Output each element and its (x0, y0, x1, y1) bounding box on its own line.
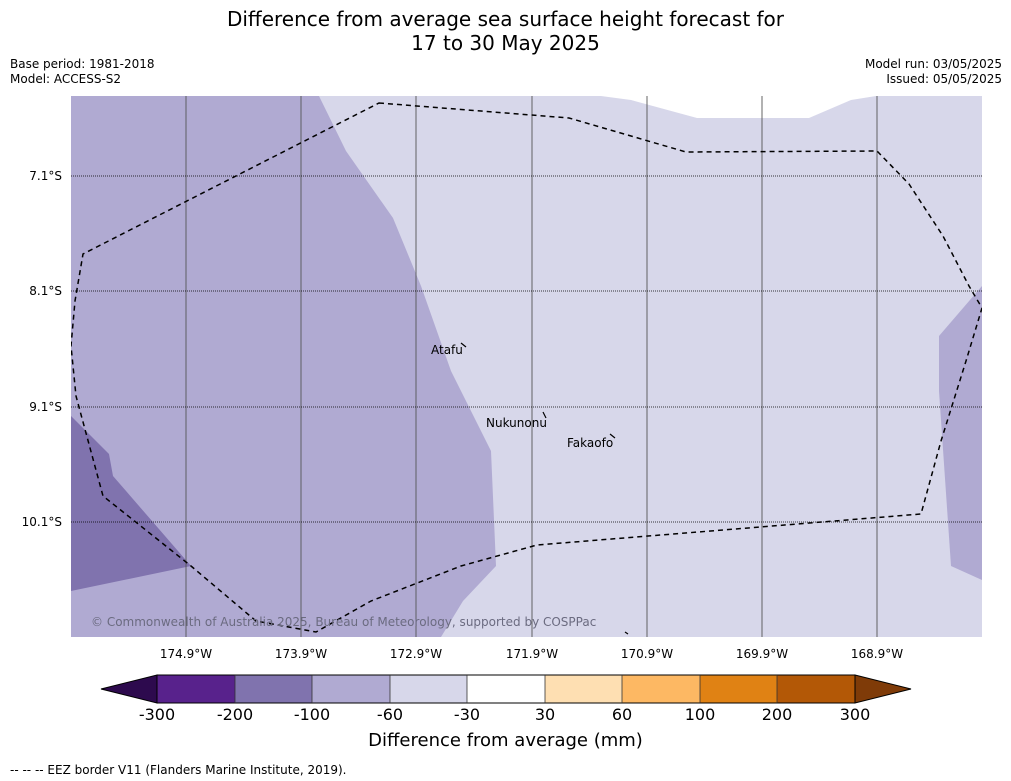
copyright-notice: © Commonwealth of Australia 2025, Bureau… (91, 615, 596, 629)
colorbar-segment (622, 675, 700, 703)
colorbar-tick: -100 (293, 705, 331, 724)
map-top-notch (601, 96, 876, 118)
atoll-shape (624, 631, 629, 635)
lon-label-168-9w: 168.9°W (850, 647, 904, 661)
atoll-shape (460, 342, 467, 348)
colorbar-tick: 300 (839, 705, 871, 724)
colorbar-extend-low (100, 674, 158, 704)
atoll-shape (542, 411, 547, 419)
colorbar-tick: 200 (761, 705, 793, 724)
colorbar-segment (235, 675, 312, 703)
atoll-shape (609, 433, 616, 439)
lat-label-9-1s: 9.1°S (29, 400, 62, 414)
place-label-nukunonu: Nukunonu (486, 416, 547, 430)
base-period: Base period: 1981-2018 (10, 57, 155, 71)
colorbar-extend-high (854, 674, 912, 704)
lon-label-170-9w: 170.9°W (620, 647, 674, 661)
model-run: Model run: 03/05/2025 (864, 57, 1002, 71)
lon-label-171-9w: 171.9°W (505, 647, 559, 661)
lat-label-10-1s: 10.1°S (21, 515, 62, 529)
colorbar-segment (467, 675, 545, 703)
colorbar-tick: -300 (138, 705, 176, 724)
colorbar-segment (545, 675, 622, 703)
colorbar-segment (777, 675, 855, 703)
colorbar-title: Difference from average (mm) (368, 730, 643, 751)
map-panel: Atafu Nukunonu Fakaofo © Commonwealth of… (71, 96, 982, 637)
eez-footnote: -- -- -- EEZ border V11 (Flanders Marine… (10, 763, 347, 777)
place-label-atafu: Atafu (431, 343, 463, 357)
colorbar-tick: 30 (534, 705, 556, 724)
lon-label-173-9w: 173.9°W (274, 647, 328, 661)
colorbar-tick: -60 (376, 705, 404, 724)
map-title-line2: 17 to 30 May 2025 (411, 31, 600, 55)
sea-height-band-medium (71, 96, 496, 637)
sea-height-band-medium-east (939, 286, 982, 580)
sea-height-band-dark (71, 416, 191, 591)
model-name: Model: ACCESS-S2 (10, 72, 122, 86)
colorbar (100, 674, 912, 704)
lat-label-8-1s: 8.1°S (29, 284, 62, 298)
lon-label-172-9w: 172.9°W (389, 647, 443, 661)
colorbar-dividers (234, 675, 778, 703)
colorbar-segment (312, 675, 390, 703)
issued-date: Issued: 05/05/2025 (886, 72, 1002, 86)
eez-border (71, 102, 982, 633)
lat-label-7-1s: 7.1°S (29, 169, 62, 183)
lon-label-174-9w: 174.9°W (159, 647, 213, 661)
lon-label-169-9w: 169.9°W (735, 647, 789, 661)
place-label-fakaofo: Fakaofo (567, 436, 613, 450)
colorbar-segment (700, 675, 777, 703)
colorbar-tick: 60 (611, 705, 633, 724)
colorbar-tick: 100 (684, 705, 716, 724)
colorbar-segment (390, 675, 467, 703)
colorbar-segment (157, 675, 235, 703)
colorbar-tick: -200 (216, 705, 254, 724)
colorbar-tick: -30 (453, 705, 481, 724)
map-title-line1: Difference from average sea surface heig… (226, 7, 785, 31)
colorbar-outline (156, 674, 856, 704)
